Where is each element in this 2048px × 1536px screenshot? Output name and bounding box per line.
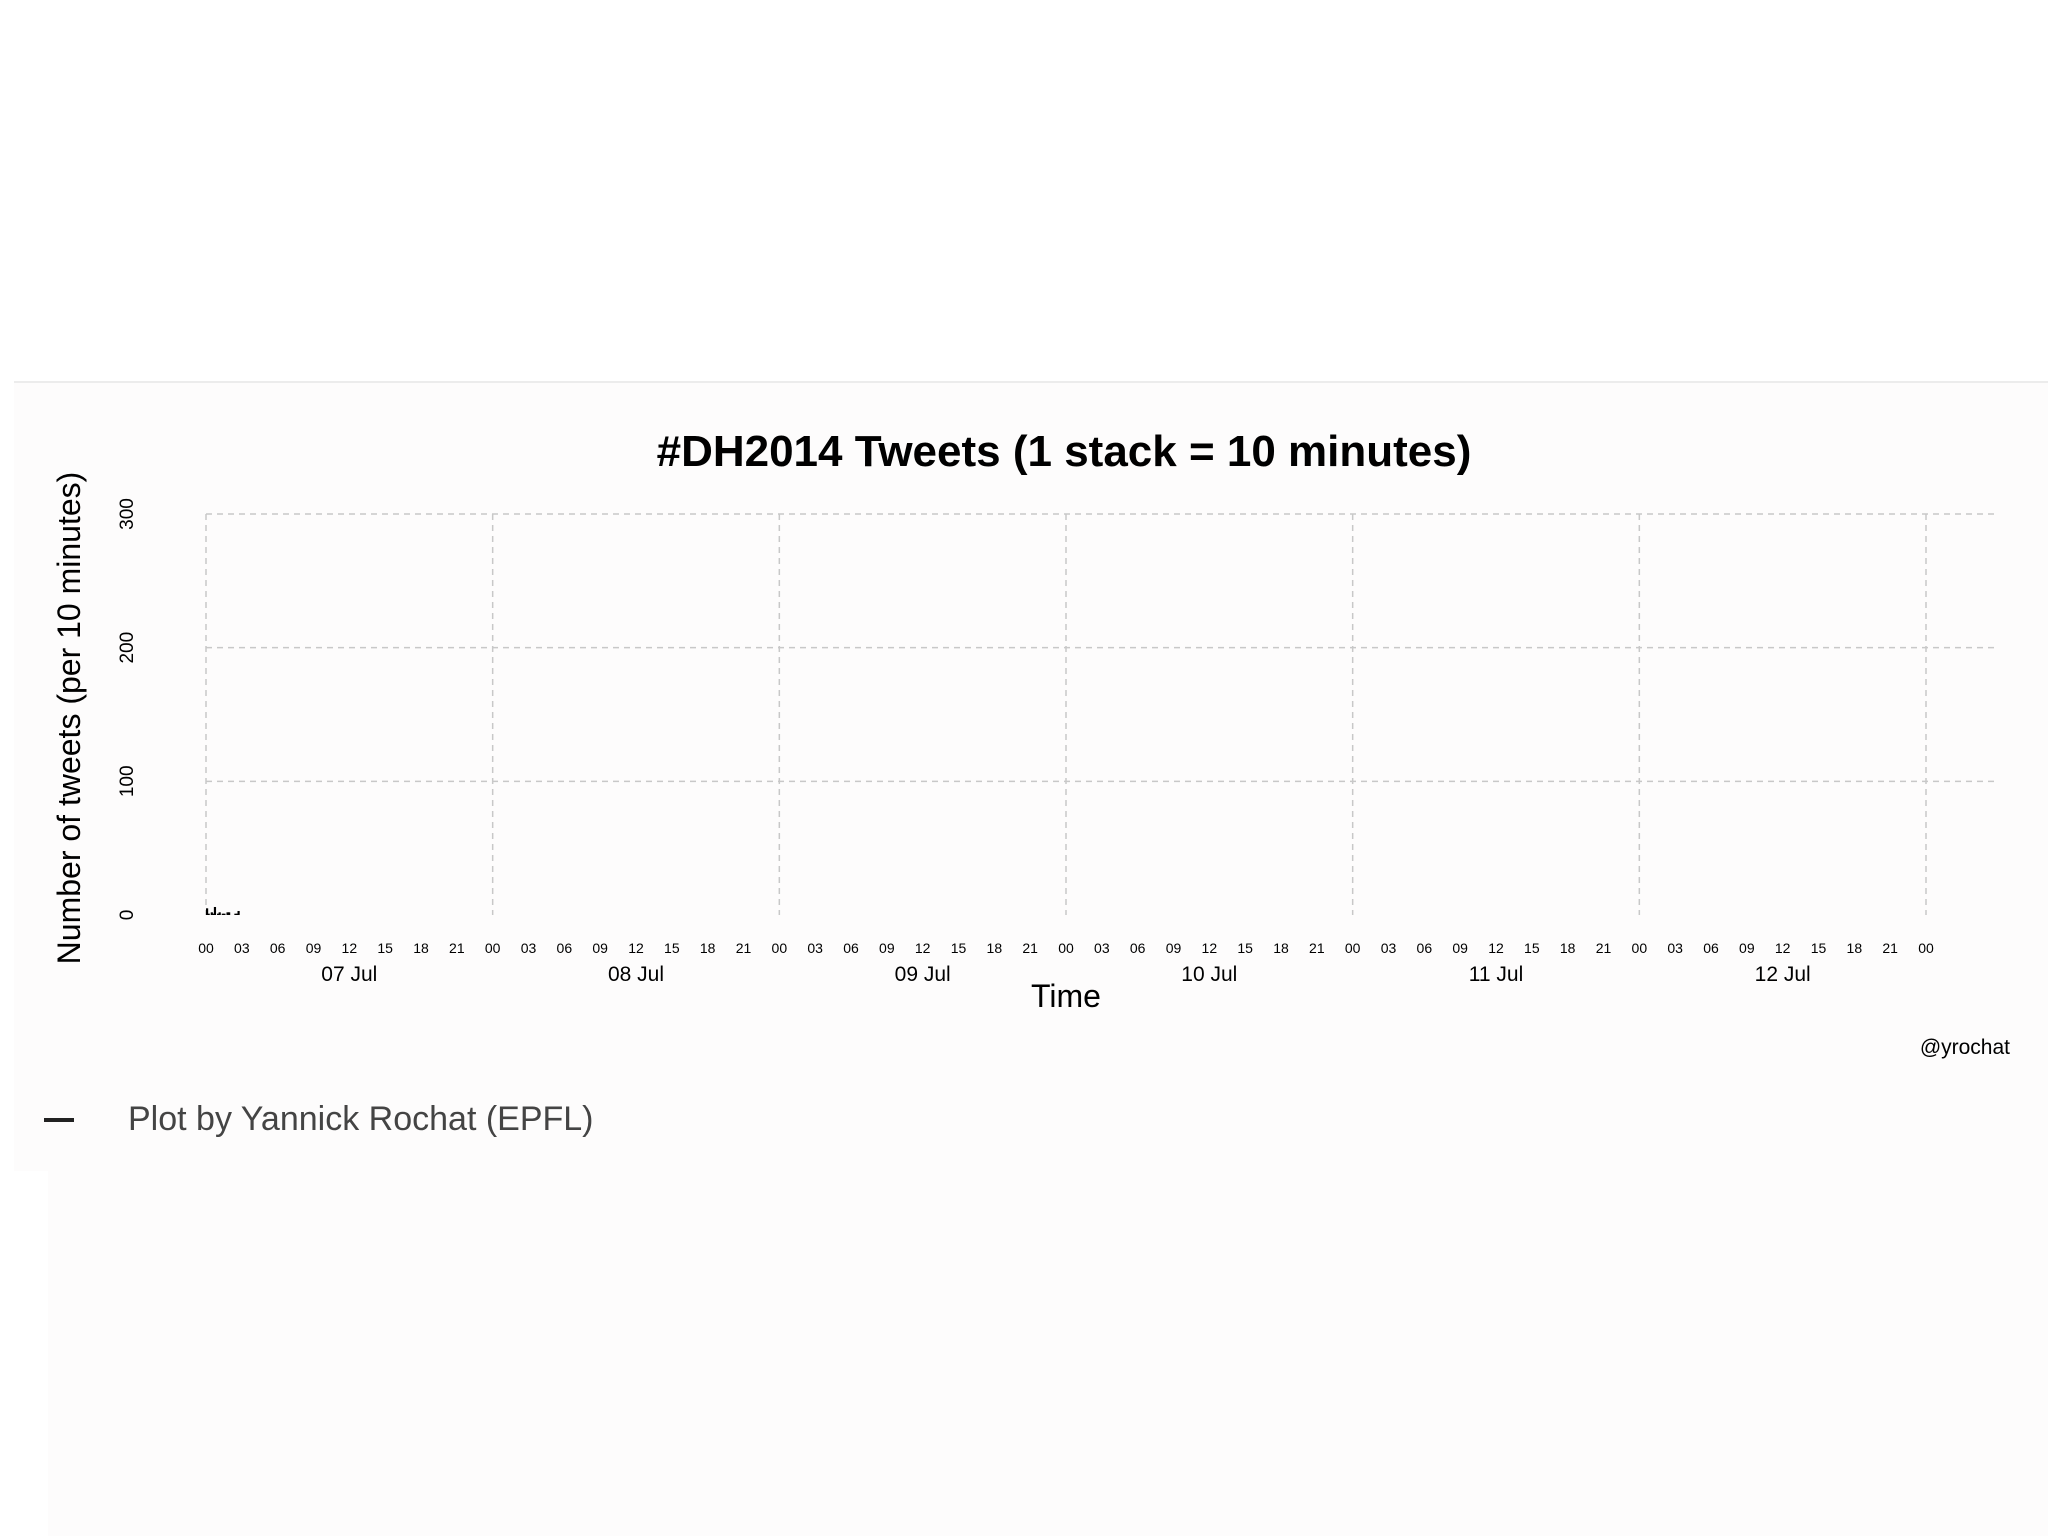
x-tick-label: 12 (1488, 940, 1504, 956)
x-tick-label: 09 (1739, 940, 1755, 956)
x-tick-label: 15 (664, 940, 680, 956)
x-tick-label: 00 (1632, 940, 1648, 956)
x-tick-label: 03 (807, 940, 823, 956)
bar (218, 912, 221, 915)
x-tick-label: 21 (1596, 940, 1612, 956)
bar (228, 912, 231, 915)
bar (226, 912, 229, 915)
x-axis-label: Time (1031, 978, 1101, 1014)
x-tick-label: 18 (700, 940, 716, 956)
bar (221, 913, 224, 915)
x-tick-label: 21 (449, 940, 465, 956)
slide-panel (14, 381, 2048, 1171)
x-tick-label: 06 (557, 940, 573, 956)
credit-label: @yrochat (1920, 1036, 2010, 1059)
x-tick-label: 00 (198, 940, 214, 956)
bar (235, 913, 239, 915)
chart-title: #DH2014 Tweets (1 stack = 10 minutes) (657, 427, 1472, 476)
x-tick-label: 03 (234, 940, 250, 956)
x-tick-label: 18 (987, 940, 1003, 956)
bar (213, 906, 217, 915)
x-tick-label: 15 (951, 940, 967, 956)
x-tick-label: 03 (1094, 940, 1110, 956)
x-tick-label: 12 (342, 940, 358, 956)
x-tick-label: 00 (1058, 940, 1074, 956)
x-tick-label: 03 (1667, 940, 1683, 956)
y-tick-label: 300 (117, 498, 138, 530)
bar (206, 908, 209, 915)
day-label: 12 Jul (1755, 963, 1811, 986)
x-tick-label: 18 (1273, 940, 1289, 956)
day-label: 09 Jul (895, 963, 951, 986)
x-tick-label: 18 (1560, 940, 1576, 956)
x-tick-label: 12 (1775, 940, 1791, 956)
x-tick-label: 06 (1703, 940, 1719, 956)
x-tick-label: 15 (1524, 940, 1540, 956)
bar (223, 913, 226, 915)
x-tick-label: 09 (592, 940, 608, 956)
x-tick-label: 06 (270, 940, 286, 956)
x-tick-labels: 00 03 06 09 12 15 18 21 00 03 06 09 12 15 18 21 00 03 06 09… (198, 940, 1934, 986)
caption-dash (44, 1117, 74, 1122)
y-tick-label: 100 (117, 765, 138, 797)
x-tick-label: 09 (1452, 940, 1468, 956)
x-tick-label: 00 (1918, 940, 1934, 956)
x-tick-label: 00 (485, 940, 501, 956)
day-label: 08 Jul (608, 963, 664, 986)
x-tick-label: 12 (1202, 940, 1218, 956)
x-tick-label: 15 (1811, 940, 1827, 956)
x-tick-label: 00 (1345, 940, 1361, 956)
x-tick-label: 00 (772, 940, 788, 956)
x-tick-label: 15 (1237, 940, 1253, 956)
bar-series (206, 906, 240, 915)
x-tick-label: 06 (1130, 940, 1146, 956)
bar (237, 910, 240, 915)
x-tick-label: 21 (1882, 940, 1898, 956)
y-tick-label: 0 (117, 910, 138, 921)
x-tick-label: 03 (1381, 940, 1397, 956)
bar (210, 912, 213, 915)
x-tick-label: 21 (1309, 940, 1325, 956)
slide-lower-band (48, 1169, 2048, 1536)
x-tick-label: 21 (736, 940, 752, 956)
y-axis-label: Number of tweets (per 10 minutes) (51, 472, 87, 965)
y-tick-labels: 0 100 200 300 (117, 498, 138, 920)
bar (234, 913, 237, 915)
x-tick-label: 21 (1022, 940, 1038, 956)
day-label: 11 Jul (1469, 963, 1523, 986)
bar (207, 913, 210, 915)
bar (217, 913, 220, 915)
x-tick-label: 18 (1847, 940, 1863, 956)
y-tick-label: 200 (117, 632, 138, 664)
caption-text: Plot by Yannick Rochat (EPFL) (128, 1100, 594, 1138)
x-tick-label: 03 (521, 940, 537, 956)
day-label: 07 Jul (321, 963, 377, 986)
x-tick-label: 18 (413, 940, 429, 956)
figure-caption: Plot by Yannick Rochat (EPFL) (44, 1100, 594, 1139)
x-tick-label: 06 (843, 940, 859, 956)
grid-lines (205, 513, 1994, 915)
day-label: 10 Jul (1181, 963, 1237, 986)
x-tick-label: 09 (306, 940, 322, 956)
x-tick-label: 12 (628, 940, 644, 956)
x-tick-label: 09 (879, 940, 895, 956)
bar (212, 913, 215, 915)
x-tick-label: 15 (377, 940, 393, 956)
x-tick-label: 09 (1166, 940, 1182, 956)
x-tick-label: 12 (915, 940, 931, 956)
x-tick-label: 06 (1417, 940, 1433, 956)
